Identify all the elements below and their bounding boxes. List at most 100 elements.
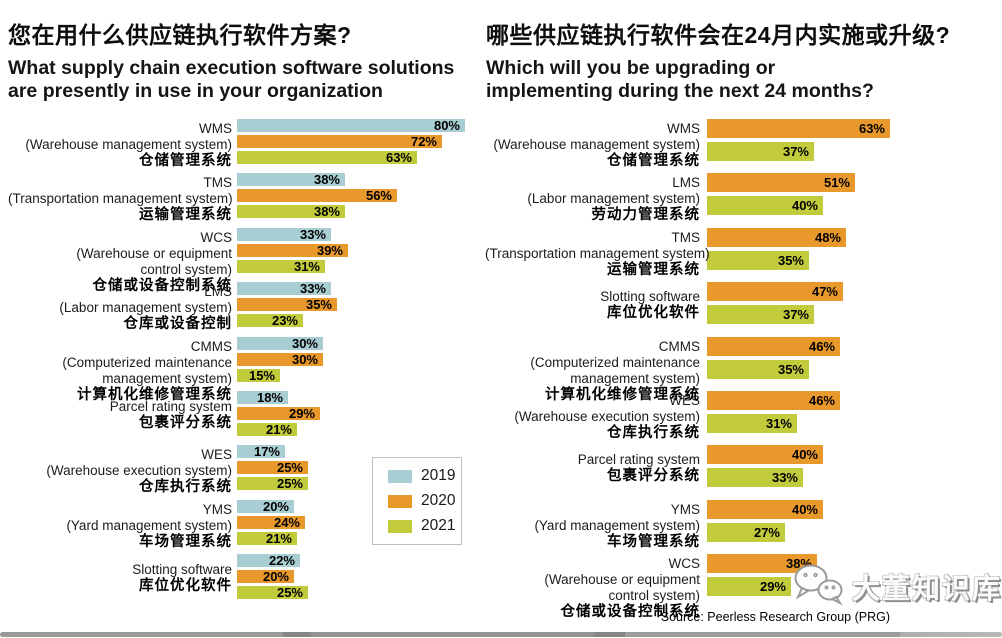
category-zh-label: 计算机化维修管理系统: [545, 386, 700, 403]
bar-2021: 38%: [237, 204, 345, 219]
bar-value-label: 63%: [385, 150, 412, 165]
bar-2019: 33%: [237, 281, 331, 296]
bar-group: 51% 40%: [707, 173, 855, 216]
bar-value-label: 15%: [248, 367, 275, 383]
bar-value-label: 40%: [791, 501, 818, 517]
bar-2020: 25%: [237, 460, 308, 476]
legend-swatch: [388, 494, 412, 508]
category-label: CMMS (Computerized maintenance management …: [8, 339, 232, 404]
category-zh-label: 劳动力管理系统: [591, 207, 700, 224]
bar-value-label: 27%: [753, 524, 780, 540]
bar-group: 22% 20% 25%: [237, 553, 308, 600]
legend-item-2021: 2021: [388, 517, 461, 535]
category-zh-label: 运输管理系统: [607, 261, 700, 278]
category-name-line: (Warehouse or equipment: [544, 572, 700, 588]
category-name-line: TMS: [203, 175, 233, 191]
bar-group: 80% 72% 63%: [237, 118, 465, 165]
bar-value-label: 20%: [262, 569, 289, 585]
bar-value-label: 63%: [858, 121, 885, 136]
category-name-line: (Labor management system): [59, 300, 232, 316]
bar-value-label: 72%: [410, 134, 437, 149]
bar-value-label: 46%: [808, 392, 835, 408]
category-row: WMS (Warehouse management system) 仓储管理系统 63…: [485, 119, 997, 173]
title-en-line: are presently in use in your organizatio…: [8, 79, 383, 102]
bar-2020: 39%: [237, 243, 348, 258]
bar-2019: 33%: [237, 227, 331, 242]
bar-value-label: 18%: [256, 389, 283, 405]
category-zh-label: 仓库或设备控制: [123, 316, 232, 333]
legend-swatch: [388, 469, 412, 483]
category-name-line: (Transportation management system): [485, 245, 710, 261]
bar-value-label: 38%: [313, 172, 340, 188]
bar-group: 17% 25% 25%: [237, 444, 308, 492]
category-label: LMS (Labor management system) 劳动力管理系统: [485, 175, 700, 224]
bar-2021: 15%: [237, 367, 280, 383]
bar-value-label: 21%: [265, 421, 292, 437]
category-label: Parcel rating system 包裹评分系统: [485, 447, 700, 489]
bar-group: 38% 29%: [707, 554, 817, 597]
bar-group: 63% 37%: [707, 119, 890, 161]
category-label: WES (Warehouse execution system) 仓库执行系统: [8, 447, 232, 496]
bar-group: 46% 35%: [707, 336, 840, 379]
category-name-line: (Warehouse management system): [25, 137, 232, 152]
bar-2021: 27%: [707, 522, 785, 542]
title-en-line: implementing during the next 24 months?: [486, 79, 874, 102]
bar-group: 20% 24% 21%: [237, 499, 305, 546]
bar-group: 38% 56% 38%: [237, 172, 397, 219]
legend-swatch: [388, 519, 412, 533]
category-name-line: (Computerized maintenance: [530, 354, 700, 370]
bar-group: 48% 35%: [707, 227, 846, 270]
category-label: WMS (Warehouse management system) 仓储管理系统: [485, 121, 700, 170]
bar-2020: 40%: [707, 445, 823, 465]
category-row: YMS (Yard management system) 车场管理系统 20% 24% 2…: [8, 499, 474, 554]
category-row: Parcel rating system 包裹评分系统 18% 29% 21%: [8, 389, 474, 445]
category-name-line: (Labor management system): [527, 191, 700, 207]
source-credit: Source: Peerless Research Group (PRG): [660, 610, 890, 624]
bar-value-label: 30%: [291, 351, 318, 367]
bar-value-label: 40%: [791, 198, 818, 214]
bar-value-label: 21%: [265, 530, 292, 546]
category-row: WCS (Warehouse or equipment control system…: [8, 227, 474, 294]
bar-value-label: 37%: [782, 307, 809, 323]
category-name-line: WMS: [667, 121, 700, 136]
bar-value-label: 25%: [276, 476, 303, 492]
category-name-line: Parcel rating system: [577, 451, 700, 467]
bar-2020: 46%: [707, 390, 840, 410]
bar-2021: 63%: [237, 150, 417, 165]
bar-value-label: 37%: [782, 144, 809, 159]
bottom-divider-bar: [0, 632, 1002, 637]
bar-value-label: 35%: [777, 252, 804, 268]
bar-2020: 29%: [237, 406, 320, 421]
bar-2021: 21%: [237, 421, 297, 437]
bar-group: 46% 31%: [707, 390, 840, 433]
bar-value-label: 35%: [305, 297, 332, 313]
category-name-line: YMS: [670, 501, 700, 517]
bar-2019: 80%: [237, 118, 465, 133]
right-chart-title-zh: 哪些供应链执行软件会在24月内实施或升级?: [486, 22, 951, 48]
bar-value-label: 47%: [811, 284, 838, 300]
bar-2019: 38%: [237, 172, 345, 188]
in-use-bar-chart: WMS (Warehouse management system) 仓储管理系统 80…: [8, 118, 474, 609]
bar-2019: 18%: [237, 389, 288, 405]
bar-value-label: 25%: [276, 460, 303, 476]
bar-value-label: 56%: [365, 188, 392, 204]
category-name-line: control system): [140, 261, 232, 277]
category-row: LMS (Labor management system) 劳动力管理系统 51% 40…: [485, 173, 997, 227]
category-name-line: Slotting software: [600, 288, 700, 304]
category-row: CMMS (Computerized maintenance management …: [8, 336, 474, 403]
bar-2020: 47%: [707, 282, 843, 302]
category-name-line: (Transportation management system): [8, 191, 233, 207]
bar-value-label: 35%: [777, 361, 804, 377]
bar-2021: 23%: [237, 313, 303, 328]
category-name-line: (Computerized maintenance: [62, 354, 232, 370]
bar-value-label: 80%: [433, 118, 460, 133]
category-label: Slotting software 库位优化软件: [8, 556, 232, 601]
bar-value-label: 33%: [771, 470, 798, 486]
bar-group: 33% 35% 23%: [237, 281, 337, 328]
category-label: TMS (Transportation management system) 运输管…: [485, 230, 710, 279]
right-chart-title-en: Which will you be upgrading or implementi…: [486, 57, 998, 103]
category-name-line: Slotting software: [132, 562, 232, 578]
bar-group: 33% 39% 31%: [237, 227, 348, 274]
bar-2020: 63%: [707, 119, 890, 138]
bar-2020: 30%: [237, 351, 323, 367]
